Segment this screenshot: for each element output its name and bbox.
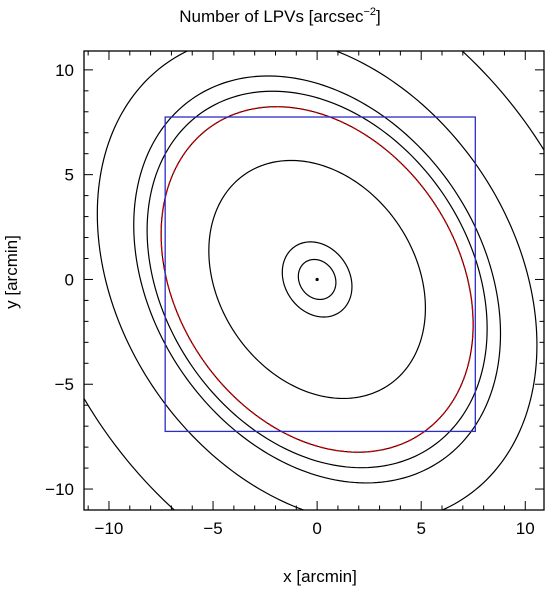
plot-frame — [83, 50, 545, 511]
y-tick-label: −10 — [45, 480, 74, 499]
y-axis-label: y [arcmin] — [2, 235, 21, 309]
x-tick-label: −5 — [203, 519, 222, 538]
x-tick-label: −10 — [95, 519, 124, 538]
contour-line-3 — [208, 159, 427, 400]
contour-line-7 — [96, 51, 538, 510]
contour-line-5 — [146, 90, 488, 469]
contour-line-2 — [281, 241, 353, 318]
x-axis-label: x [arcmin] — [283, 567, 357, 586]
chart-title-superscript: −2 — [363, 6, 377, 18]
y-tick-label: 10 — [55, 61, 74, 80]
x-tick-label: 5 — [416, 519, 425, 538]
contour-layer — [84, 51, 544, 510]
contour-center-dot — [315, 277, 319, 282]
x-tick-label: 0 — [312, 519, 321, 538]
y-tick-label: 5 — [65, 166, 74, 185]
contour-line-6 — [133, 75, 502, 484]
contour-line-1 — [297, 258, 337, 301]
y-tick-label: 0 — [65, 270, 74, 289]
chart-title-suffix: ] — [376, 7, 381, 26]
selection-box — [164, 116, 476, 433]
chart-title: Number of LPVs [arcsec−2] — [0, 6, 560, 27]
contour-line-8 — [84, 51, 544, 510]
tick-label-layer: −10 −5 0 5 10 −10 −5 0 5 10 — [45, 61, 535, 538]
y-tick-label: −5 — [55, 375, 74, 394]
tick-layer — [84, 51, 544, 511]
chart-title-text: Number of LPVs [arcsec — [179, 7, 364, 26]
x-tick-label: 10 — [516, 519, 535, 538]
box-layer — [164, 116, 476, 433]
